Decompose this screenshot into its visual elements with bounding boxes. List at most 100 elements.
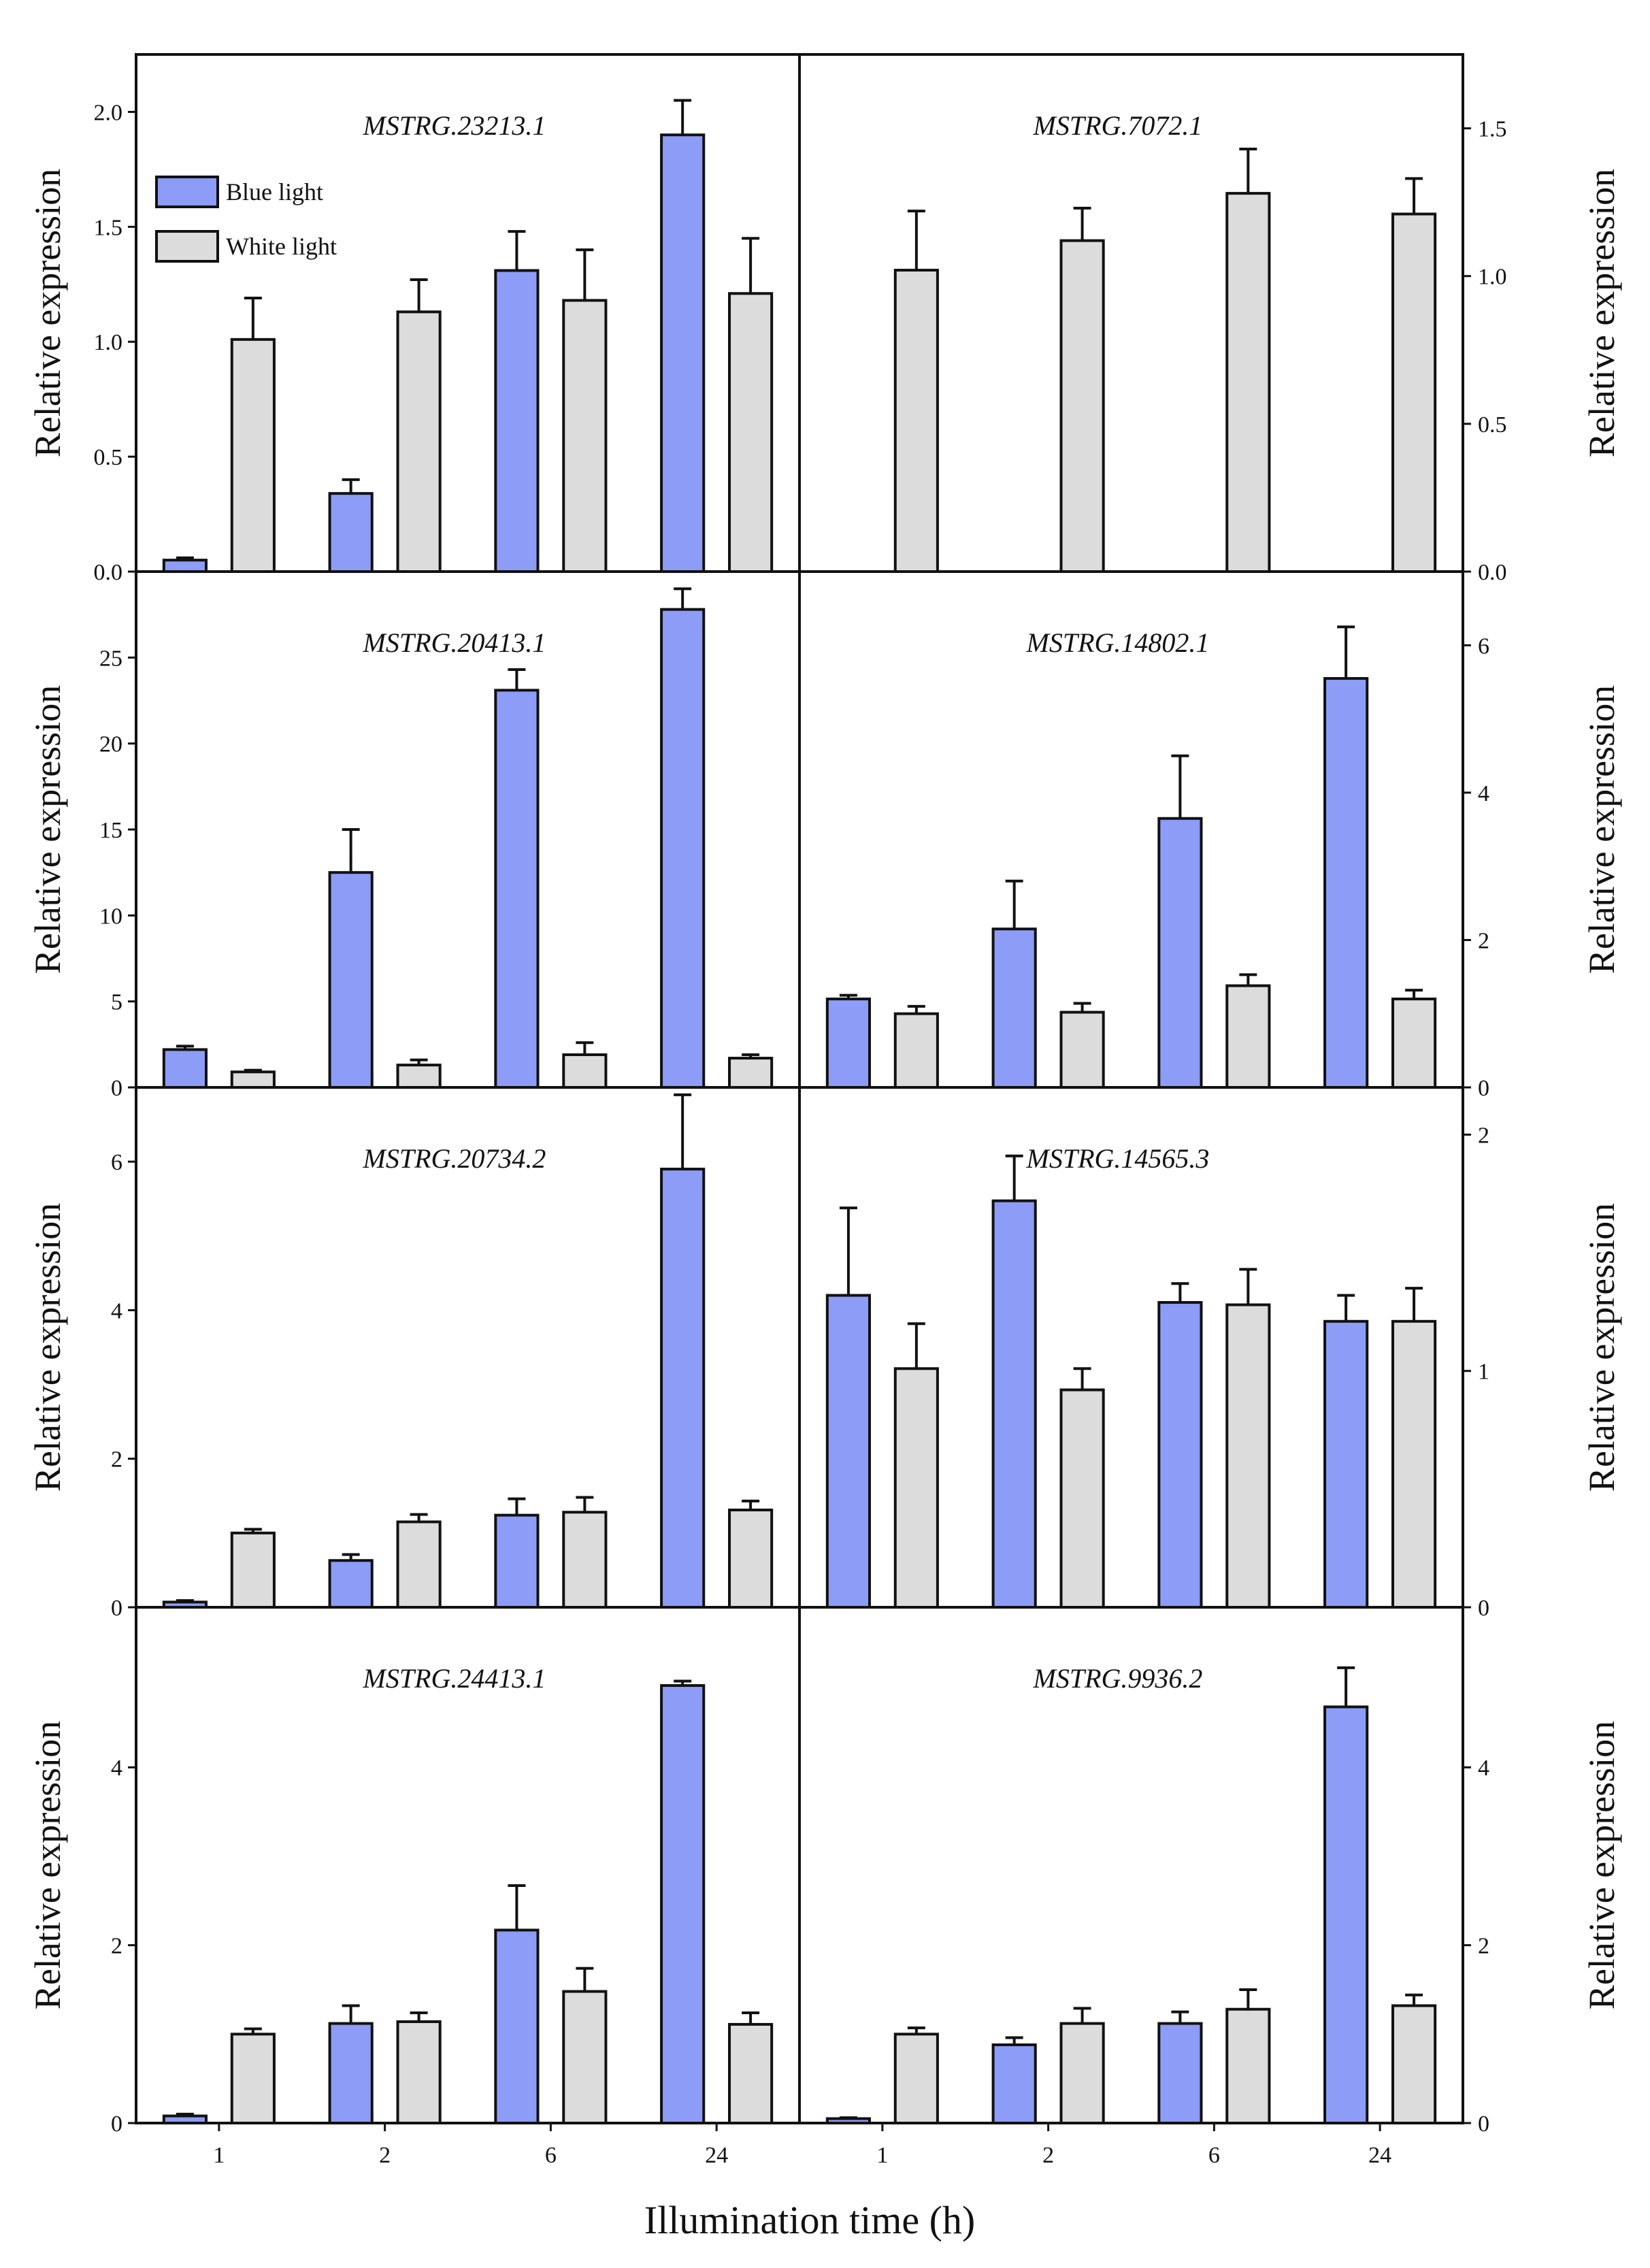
panel-4: 0 2 4 6 Relative expression MSTRG.14802.1 bbox=[798, 570, 1622, 1101]
y-tick-label: 2.0 bbox=[94, 100, 123, 125]
panel-5: 0 2 4 6 Relative expression MSTRG.20734.2 bbox=[27, 1086, 801, 1621]
x-tick-label: 2 bbox=[379, 2143, 391, 2168]
y-tick-label: 6 bbox=[111, 1150, 122, 1175]
bar bbox=[396, 310, 442, 573]
y-tick-label: 0.5 bbox=[94, 445, 123, 470]
x-axis-label: Illumination time (h) bbox=[644, 2198, 975, 2242]
panel-title: MSTRG.24413.1 bbox=[363, 1663, 546, 1694]
bar bbox=[494, 269, 540, 573]
bar bbox=[230, 338, 276, 573]
bar bbox=[991, 927, 1037, 1089]
y-tick-label: 1.5 bbox=[1478, 117, 1507, 142]
bar bbox=[562, 1990, 608, 2125]
y-axis-label: Relative expression bbox=[27, 1721, 68, 2009]
bar bbox=[991, 2043, 1037, 2125]
y-tick-label: 1.0 bbox=[1478, 265, 1507, 290]
panel-title: MSTRG.14802.1 bbox=[1026, 627, 1210, 658]
bar bbox=[1391, 998, 1437, 1089]
bar bbox=[893, 1012, 939, 1089]
y-tick-label: 4 bbox=[111, 1298, 122, 1324]
bar bbox=[1157, 2022, 1203, 2125]
x-tick-label: 6 bbox=[1208, 2143, 1220, 2168]
legend-label: Blue light bbox=[226, 178, 323, 206]
bar bbox=[1225, 192, 1271, 574]
bar bbox=[825, 998, 871, 1089]
legend-swatch bbox=[155, 230, 219, 263]
y-tick-label: 1 bbox=[1478, 1360, 1489, 1385]
bar bbox=[728, 292, 774, 573]
bar bbox=[562, 299, 608, 573]
y-axis-label: Relative expression bbox=[27, 685, 68, 974]
panel-title: MSTRG.7072.1 bbox=[1033, 110, 1203, 141]
bar bbox=[1391, 1319, 1437, 1609]
bar bbox=[660, 1168, 706, 1609]
bar bbox=[660, 1684, 706, 2124]
y-tick-label: 0 bbox=[111, 2111, 122, 2137]
panel-title: MSTRG.20734.2 bbox=[363, 1143, 546, 1174]
bar bbox=[1225, 2007, 1271, 2125]
y-tick-label: 4 bbox=[1478, 781, 1489, 806]
y-tick-label: 2 bbox=[111, 1934, 122, 1959]
bar bbox=[660, 608, 706, 1089]
bar bbox=[328, 871, 374, 1089]
bar bbox=[1059, 1388, 1105, 1609]
panel-title: MSTRG.9936.2 bbox=[1033, 1663, 1203, 1694]
bar bbox=[1059, 1010, 1105, 1089]
bar bbox=[825, 1294, 871, 1609]
x-tick-label: 24 bbox=[705, 2143, 728, 2168]
y-tick-label: 1.5 bbox=[94, 215, 123, 240]
panel-title: MSTRG.20413.1 bbox=[363, 627, 546, 658]
legend-label: White light bbox=[226, 233, 337, 260]
y-tick-label: 0 bbox=[1478, 2111, 1489, 2137]
y-tick-label: 4 bbox=[111, 1756, 122, 1781]
bar bbox=[1157, 1301, 1203, 1609]
x-tick-label: 1 bbox=[213, 2143, 225, 2168]
x-tick-label: 6 bbox=[545, 2143, 557, 2168]
panel-6: 0 1 2 Relative expression MSTRG.14565.3 bbox=[798, 1086, 1622, 1621]
y-tick-label: 0.0 bbox=[1478, 560, 1507, 585]
bar bbox=[162, 559, 208, 573]
y-tick-label: 4 bbox=[1478, 1756, 1489, 1781]
y-tick-label: 0.0 bbox=[94, 560, 123, 585]
bar bbox=[728, 2022, 774, 2125]
y-tick-label: 0.5 bbox=[1478, 412, 1507, 438]
panel-title: MSTRG.14565.3 bbox=[1026, 1143, 1210, 1174]
bar bbox=[562, 1511, 608, 1609]
bar bbox=[494, 1513, 540, 1609]
bar bbox=[328, 2022, 374, 2125]
bar bbox=[396, 1520, 442, 1609]
y-tick-label: 0 bbox=[1478, 1076, 1489, 1101]
y-axis-label: Relative expression bbox=[1581, 1203, 1622, 1492]
y-tick-label: 15 bbox=[99, 818, 122, 843]
bar bbox=[1059, 2022, 1105, 2125]
y-tick-label: 0 bbox=[111, 1596, 122, 1621]
panel-title: MSTRG.23213.1 bbox=[363, 110, 546, 141]
bar bbox=[1157, 817, 1203, 1089]
panel-frame bbox=[798, 1606, 1464, 2124]
bar bbox=[1225, 1303, 1271, 1609]
x-tick-label: 24 bbox=[1368, 2143, 1391, 2168]
bar bbox=[991, 1199, 1037, 1609]
bar bbox=[162, 1048, 208, 1089]
y-axis-label: Relative expression bbox=[1581, 1721, 1622, 2009]
bar bbox=[494, 689, 540, 1089]
y-tick-label: 6 bbox=[1478, 634, 1489, 659]
bar bbox=[494, 1928, 540, 2125]
y-tick-label: 25 bbox=[99, 646, 122, 671]
bar bbox=[660, 133, 706, 573]
y-tick-label: 2 bbox=[111, 1447, 122, 1473]
bar bbox=[162, 2114, 208, 2125]
bar bbox=[1323, 677, 1369, 1089]
y-tick-label: 20 bbox=[99, 732, 122, 757]
bar bbox=[396, 1064, 442, 1089]
y-tick-label: 1.0 bbox=[94, 330, 123, 355]
bar bbox=[1323, 1705, 1369, 2124]
bar bbox=[1391, 2004, 1437, 2125]
panel-1: 0.0 0.5 1.0 1.5 2.0 Relative expression MSTRG.… bbox=[27, 53, 801, 585]
y-tick-label: 5 bbox=[111, 990, 122, 1015]
bar bbox=[893, 2033, 939, 2124]
bar bbox=[562, 1053, 608, 1089]
